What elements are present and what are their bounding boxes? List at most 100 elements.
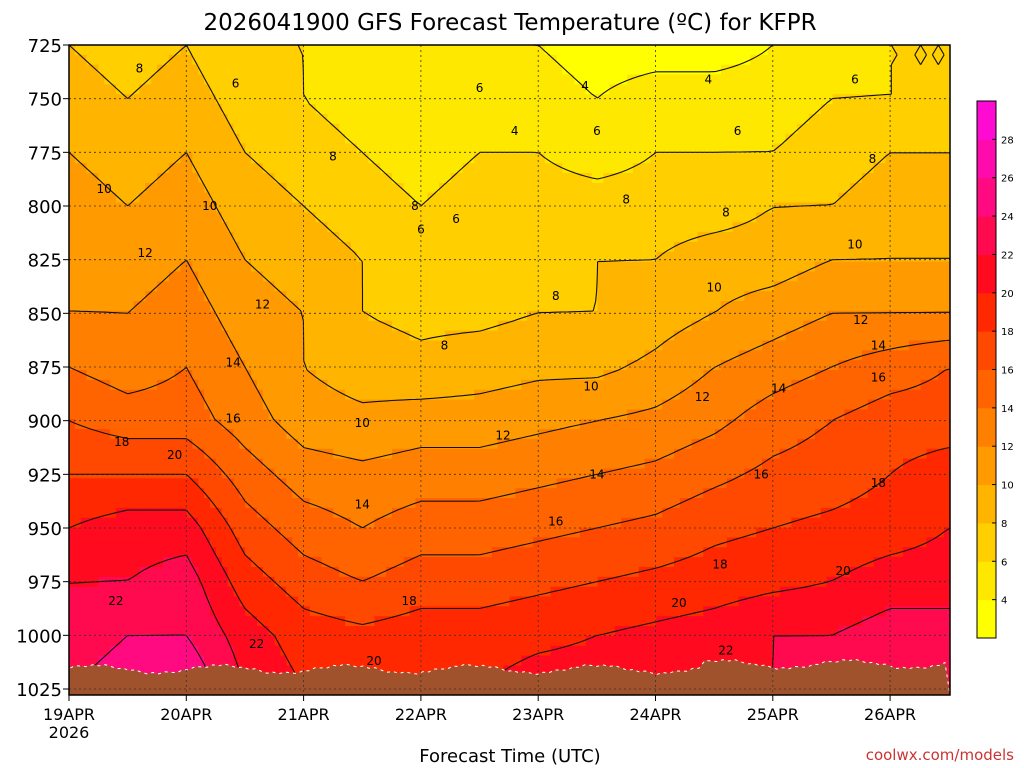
field-cell (732, 330, 740, 342)
field-cell (720, 74, 728, 85)
field-cell (215, 192, 223, 204)
field-cell (679, 54, 687, 66)
field-cell (115, 281, 123, 292)
field-cell (773, 310, 781, 322)
field-cell (679, 261, 687, 273)
field-cell (233, 251, 240, 263)
field-cell (544, 133, 552, 145)
field-cell (327, 291, 334, 302)
field-cell (392, 45, 399, 56)
field-cell (227, 64, 235, 76)
field-cell (908, 54, 916, 66)
field-cell (720, 54, 728, 66)
field-cell (69, 271, 76, 282)
field-cell (603, 251, 610, 263)
field-cell (503, 84, 511, 95)
field-cell (673, 173, 681, 184)
field-cell (121, 271, 129, 282)
field-cell (615, 241, 622, 253)
field-cell (744, 133, 751, 145)
field-cell (820, 104, 828, 115)
field-cell (773, 330, 781, 342)
field-cell (668, 74, 675, 85)
field-cell (632, 153, 640, 164)
field-cell (503, 251, 511, 263)
field-cell (162, 271, 170, 282)
field-cell (174, 113, 182, 125)
field-cell (280, 143, 287, 154)
field-cell (521, 310, 528, 322)
field-cell (157, 271, 164, 282)
field-cell (750, 163, 757, 174)
field-cell (268, 212, 276, 223)
field-cell (92, 173, 99, 184)
field-cell (245, 310, 252, 322)
field-cell (861, 360, 869, 371)
field-cell (908, 350, 916, 361)
field-cell (926, 182, 933, 194)
field-cell (74, 64, 82, 76)
field-cell (709, 84, 716, 95)
field-cell (885, 192, 892, 204)
field-cell (74, 94, 82, 105)
field-cell (491, 64, 499, 76)
field-cell (251, 153, 258, 164)
field-cell (903, 84, 910, 95)
field-cell (538, 251, 546, 263)
field-cell (415, 212, 422, 223)
field-cell (92, 320, 99, 332)
field-cell (908, 251, 916, 263)
field-cell (656, 310, 663, 322)
field-cell (809, 74, 816, 85)
field-cell (879, 350, 886, 361)
field-cell (110, 291, 117, 302)
field-cell (298, 360, 305, 371)
field-cell (350, 113, 358, 125)
field-cell (368, 330, 376, 342)
field-cell (515, 271, 522, 282)
field-cell (227, 163, 235, 174)
field-cell (532, 301, 540, 312)
field-cell (104, 192, 111, 204)
field-cell (668, 84, 675, 95)
field-cell (509, 133, 516, 145)
field-cell (374, 301, 381, 312)
field-cell (245, 202, 252, 214)
field-cell (562, 320, 569, 332)
field-cell (274, 291, 282, 302)
field-cell (186, 360, 193, 371)
field-cell (321, 74, 329, 85)
field-cell (726, 163, 734, 174)
field-cell (292, 320, 299, 332)
field-cell (720, 113, 728, 125)
field-cell (803, 291, 810, 302)
field-cell (861, 182, 869, 194)
field-cell (292, 153, 299, 164)
field-cell (274, 192, 282, 204)
field-cell (527, 261, 534, 273)
field-cell (162, 74, 170, 85)
field-cell (703, 320, 710, 332)
field-cell (74, 350, 82, 361)
field-cell (838, 64, 845, 76)
field-cell (280, 291, 287, 302)
field-cell (574, 45, 581, 56)
field-cell (392, 64, 399, 76)
field-cell (703, 173, 710, 184)
field-cell (562, 222, 569, 233)
field-cell (92, 350, 99, 361)
field-cell (321, 84, 329, 95)
field-cell (204, 281, 211, 292)
field-cell (256, 222, 264, 233)
field-cell (767, 182, 775, 194)
field-cell (803, 84, 810, 95)
field-cell (644, 45, 652, 56)
field-cell (121, 291, 129, 302)
field-cell (562, 133, 569, 145)
field-cell (809, 84, 816, 95)
field-cell (732, 153, 740, 164)
field-cell (656, 360, 663, 371)
field-cell (897, 222, 904, 233)
field-cell (832, 143, 839, 154)
field-cell (192, 54, 199, 66)
